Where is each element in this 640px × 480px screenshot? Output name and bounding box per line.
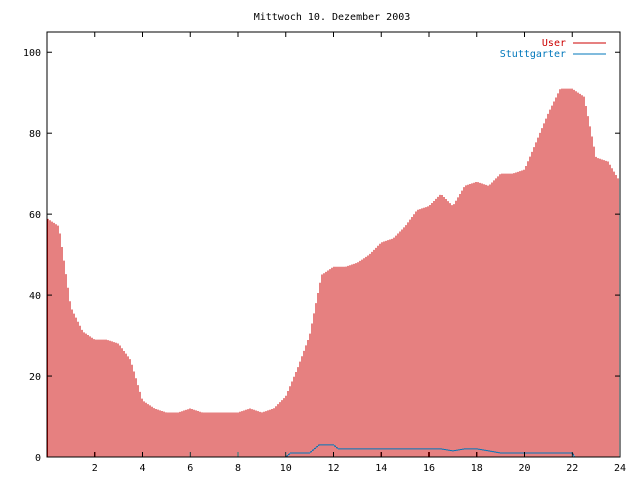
y-tick-label-0: 0 bbox=[35, 453, 41, 464]
x-tick-label-3: 8 bbox=[235, 463, 241, 474]
chart-title: Mittwoch 10. Dezember 2003 bbox=[254, 12, 411, 23]
legend-label-stuttgarter: Stuttgarter bbox=[500, 49, 566, 60]
y-tick-label-1: 20 bbox=[29, 372, 41, 383]
x-tick-label-0: 2 bbox=[92, 463, 98, 474]
x-tick-label-7: 16 bbox=[423, 463, 435, 474]
user-bars bbox=[47, 88, 619, 457]
x-tick-label-6: 14 bbox=[375, 463, 387, 474]
legend: User Stuttgarter bbox=[500, 38, 606, 60]
x-tick-label-2: 6 bbox=[187, 463, 193, 474]
stuttgarter-series bbox=[47, 444, 620, 458]
y-tick-label-2: 40 bbox=[29, 291, 41, 302]
x-tick-label-1: 4 bbox=[139, 463, 145, 474]
y-tick-label-4: 80 bbox=[29, 129, 41, 140]
x-tick-label-10: 22 bbox=[566, 463, 578, 474]
x-tick-label-5: 12 bbox=[327, 463, 339, 474]
x-tick-label-8: 18 bbox=[471, 463, 483, 474]
stuttgarter-line bbox=[47, 444, 620, 458]
x-tick-label-4: 10 bbox=[280, 463, 292, 474]
legend-label-user: User bbox=[542, 38, 566, 49]
x-tick-label-9: 20 bbox=[518, 463, 530, 474]
y-tick-label-3: 60 bbox=[29, 210, 41, 221]
x-tick-label-11: 24 bbox=[614, 463, 626, 474]
y-tick-label-5: 100 bbox=[23, 48, 41, 59]
